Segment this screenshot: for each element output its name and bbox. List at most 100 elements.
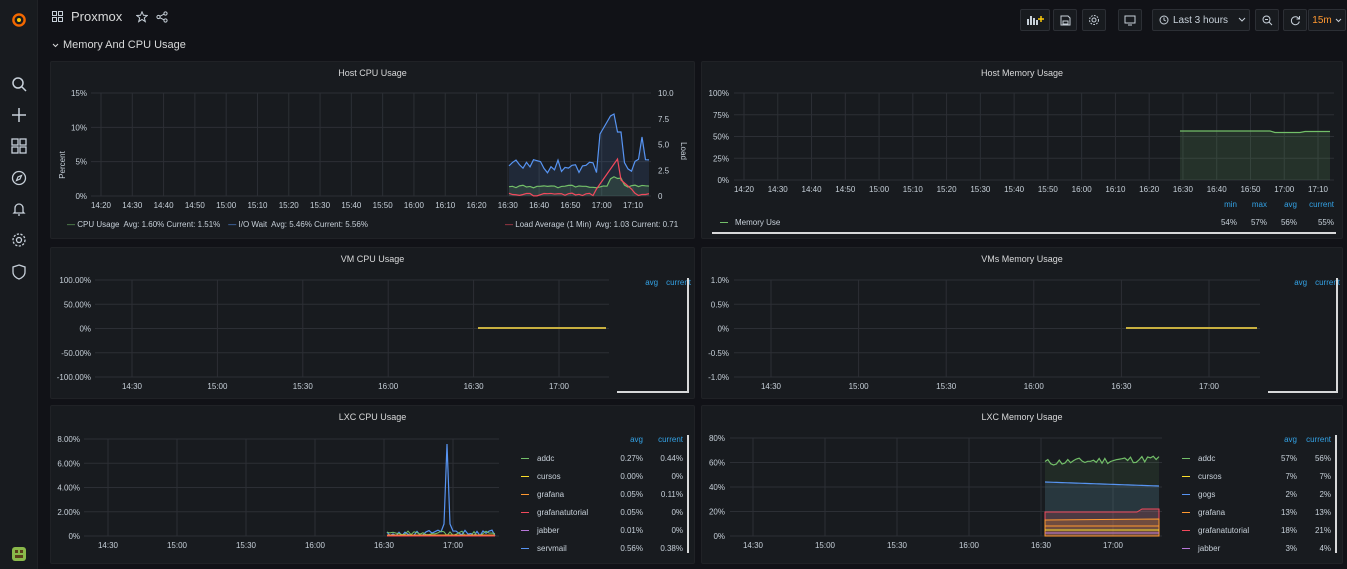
host-cpu-chart[interactable]: Percent Load 15% 10% 5% 0% 10.0 7.5 5.0 2.5 0 1… — [51, 62, 696, 240]
legend-header-current[interactable]: current — [1309, 200, 1334, 209]
legend-row-servmail[interactable]: servmail 0.56% 0.38% — [513, 539, 683, 553]
vm-cpu-chart[interactable]: 100.00% 50.00% 0% -50.00% -100.00% 14:30 15:0… — [51, 248, 611, 400]
refresh-button[interactable] — [1283, 9, 1307, 31]
legend-header-min[interactable]: min — [1224, 200, 1237, 209]
legend-item-load-average[interactable]: — Load Average (1 Min) Avg: 1.03 Current… — [505, 220, 679, 229]
legend-header-avg[interactable]: avg — [645, 278, 659, 287]
dashboard-grid-icon — [52, 11, 63, 22]
tv-mode-button[interactable] — [1118, 9, 1142, 31]
legend-header-avg[interactable]: avg — [1284, 435, 1297, 444]
x-ticks: 14:30 15:00 15:30 16:00 16:30 17:00 — [761, 382, 1220, 391]
io-wait-fill — [509, 114, 649, 196]
explore-compass-icon[interactable] — [9, 168, 29, 188]
x-tick-label: 15:00 — [869, 185, 890, 194]
search-icon[interactable] — [9, 74, 29, 94]
settings-gear-icon[interactable] — [9, 230, 29, 250]
legend-scrollbar[interactable] — [1335, 435, 1337, 553]
y-tick-label: 0% — [79, 325, 91, 334]
legend-current: 0% — [671, 507, 683, 517]
y-tick-label: 100.00% — [59, 276, 91, 285]
legend-row-gogs[interactable]: gogs 2% 2% — [1174, 485, 1331, 503]
vm-memory-chart[interactable]: 1.0% 0.5% 0% -0.5% -1.0% 14:30 15:00 15:30 16:0… — [702, 248, 1262, 400]
legend-header-avg[interactable]: avg — [1284, 200, 1297, 209]
lxc-memory-chart[interactable]: 80% 60% 40% 20% 0% 14:30 15:00 15:30 16:00 16:30… — [702, 406, 1167, 565]
y-tick-label: -1.0% — [708, 373, 729, 382]
legend-row-grafana[interactable]: grafana 0.05% 0.11% — [513, 485, 683, 503]
x-tick-label: 17:00 — [1103, 541, 1124, 550]
dashboard-settings-button[interactable] — [1082, 9, 1106, 31]
legend-row-jabber[interactable]: jabber 0.01% 0% — [513, 521, 683, 539]
plus-icon[interactable] — [9, 105, 29, 125]
legend-scrollbar-h[interactable] — [1268, 391, 1338, 393]
legend-current: 0% — [671, 525, 683, 535]
star-icon[interactable] — [136, 10, 149, 23]
panel-vms-memory-usage[interactable]: VMs Memory Usage 1.0% 0.5% 0% -0.5% -1.0% 14… — [701, 247, 1343, 399]
y-tick-label: 75% — [713, 111, 729, 120]
legend-scrollbar[interactable] — [687, 278, 689, 392]
lxc-cpu-legend: avg current addc 0.27% 0.44% cursos 0.00% 0% g… — [513, 435, 683, 553]
zoom-out-button[interactable] — [1255, 9, 1279, 31]
x-tick-label: 16:50 — [1240, 185, 1261, 194]
lxc-cpu-chart[interactable]: 8.00% 6.00% 4.00% 2.00% 0% 14:30 15:00 15:30 16… — [51, 406, 506, 565]
legend-header-avg[interactable]: avg — [630, 435, 643, 444]
legend-avg: 0.05% — [620, 507, 643, 517]
time-range-picker[interactable]: Last 3 hours — [1152, 9, 1250, 31]
x-tick-label: 14:30 — [98, 541, 119, 550]
refresh-interval-picker[interactable]: 15m — [1308, 9, 1346, 31]
legend-row-addc[interactable]: addc 0.27% 0.44% — [513, 449, 683, 467]
server-admin-shield-icon[interactable] — [9, 262, 29, 282]
legend-row-grafana[interactable]: grafana 13% 13% — [1174, 503, 1331, 521]
legend-item-cpu-usage[interactable]: — CPU Usage Avg: 1.60% Current: 1.51% — [67, 220, 221, 229]
legend-row-addc[interactable]: addc 57% 56% — [1174, 449, 1331, 467]
legend-header-current[interactable]: current — [658, 435, 683, 444]
dashboard-title[interactable]: Proxmox — [71, 9, 123, 24]
lxc-cpu-series — [386, 443, 496, 537]
legend-header-current[interactable]: current — [1306, 435, 1331, 444]
panel-lxc-cpu-usage[interactable]: LXC CPU Usage 8.00% 6.00% 4.00% 2.00% 0% 14:… — [50, 405, 695, 564]
x-tick-label: 17:00 — [1274, 185, 1295, 194]
x-tick-label: 14:50 — [185, 201, 206, 210]
panel-vm-cpu-usage[interactable]: VM CPU Usage 100.00% 50.00% 0% -50.00% -100.… — [50, 247, 695, 399]
refresh-icon — [1290, 15, 1300, 25]
alerting-bell-icon[interactable] — [9, 199, 29, 219]
legend-row-cursos[interactable]: cursos 0.00% 0% — [513, 467, 683, 485]
legend-swatch — [521, 493, 529, 495]
dashboards-icon[interactable] — [9, 136, 29, 156]
legend-row-jabber[interactable]: jabber 3% 4% — [1174, 539, 1331, 553]
legend-series-name: jabber — [1198, 543, 1221, 553]
top-navbar: Proxmox Last 3 hours 15m — [38, 0, 1347, 38]
legend-scrollbar[interactable] — [687, 435, 689, 553]
legend-header-current[interactable]: current — [666, 278, 691, 287]
save-dashboard-button[interactable] — [1053, 9, 1077, 31]
legend-avg: 0.27% — [620, 453, 643, 463]
y-tick-label: 0% — [717, 176, 729, 185]
row-header[interactable]: Memory And CPU Usage — [52, 39, 186, 51]
panel-host-cpu-usage[interactable]: Host CPU Usage Percent Load 15% 10% 5% 0% 1… — [50, 61, 695, 239]
panel-lxc-memory-usage[interactable]: LXC Memory Usage 80% 60% 40% 20% 0% 14:30 15:… — [701, 405, 1343, 564]
legend-current: 21% — [1314, 525, 1331, 535]
user-avatar[interactable] — [9, 544, 29, 564]
legend-scrollbar[interactable] — [1336, 278, 1338, 392]
legend-row-grafanatutorial[interactable]: grafanatutorial 0.05% 0% — [513, 503, 683, 521]
host-memory-chart[interactable]: 100% 75% 50% 25% 0% 14:20 14:30 14:40 14:50 15:0… — [702, 62, 1344, 202]
panel-title: LXC Memory Usage — [981, 412, 1063, 422]
y-tick-label: 6.00% — [57, 459, 80, 468]
legend-row-cursos[interactable]: cursos 7% 7% — [1174, 467, 1331, 485]
legend-header-current[interactable]: current — [1315, 278, 1340, 287]
legend-scrollbar[interactable] — [712, 232, 1336, 234]
gogs-line — [1044, 481, 1160, 487]
legend-header-avg[interactable]: avg — [1294, 278, 1308, 287]
host-cpu-grid — [91, 92, 651, 197]
grafana-logo-icon[interactable] — [9, 10, 29, 30]
legend-scrollbar-h[interactable] — [617, 391, 689, 393]
add-panel-button[interactable] — [1020, 9, 1050, 31]
legend-header-max[interactable]: max — [1251, 200, 1267, 209]
legend-row-grafanatutorial[interactable]: grafanatutorial 18% 21% — [1174, 521, 1331, 539]
x-tick-label: 15:20 — [279, 201, 300, 210]
share-icon[interactable] — [156, 10, 168, 23]
memory-use-fill — [1180, 131, 1330, 180]
panel-host-memory-usage[interactable]: Host Memory Usage 100% 75% 50% 25% 0% 14:20 1… — [701, 61, 1343, 239]
legend-item-io-wait[interactable]: — I/O Wait Avg: 5.46% Current: 5.56% — [228, 220, 368, 229]
legend-row-memory-use[interactable]: Memory Use 54% 57% 56% 55% — [702, 214, 1334, 230]
memory-use-series — [1180, 130, 1330, 180]
